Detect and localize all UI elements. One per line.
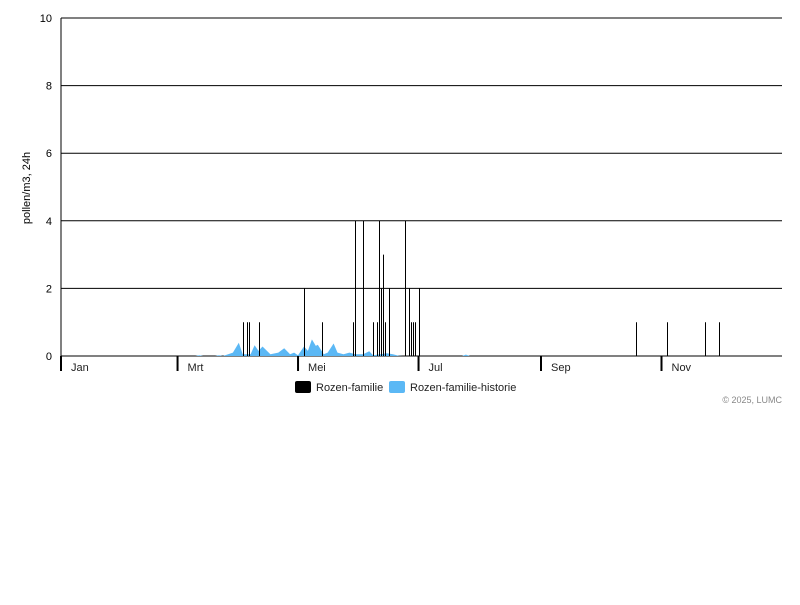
x-tick-label: Jul — [429, 362, 443, 374]
y-tick-label: 10 — [40, 13, 52, 25]
grid-lines — [61, 17, 782, 357]
copyright: © 2025, LUMC — [722, 395, 782, 405]
y-tick-label: 6 — [46, 148, 52, 160]
x-tick-label: Nov — [672, 362, 692, 374]
y-tick-label: 0 — [46, 351, 52, 363]
bars — [243, 220, 720, 356]
legend-label-rozen-familie-historie: Rozen-familie-historie — [410, 382, 516, 394]
history-area-path — [195, 339, 470, 356]
legend-swatch-rozen-familie-historie — [389, 381, 405, 393]
y-tick-label: 2 — [46, 283, 52, 295]
y-tick-label: 4 — [46, 216, 52, 228]
y-tick-label: 8 — [46, 81, 52, 93]
x-tick-label: Mrt — [188, 362, 204, 374]
legend-swatch-rozen-familie — [295, 381, 311, 393]
y-axis-label: pollen/m3, 24h — [21, 152, 33, 224]
x-tick-label: Jan — [71, 362, 89, 374]
legend-label-rozen-familie: Rozen-familie — [316, 382, 383, 394]
history-area — [195, 339, 470, 356]
axes: 0 2 4 6 8 10 Jan Mrt Mei Jul Sep Nov — [40, 13, 692, 374]
legend: Rozen-familie Rozen-familie-historie — [295, 381, 516, 394]
x-tick-label: Sep — [551, 362, 571, 374]
x-tick-label: Mei — [308, 362, 326, 374]
